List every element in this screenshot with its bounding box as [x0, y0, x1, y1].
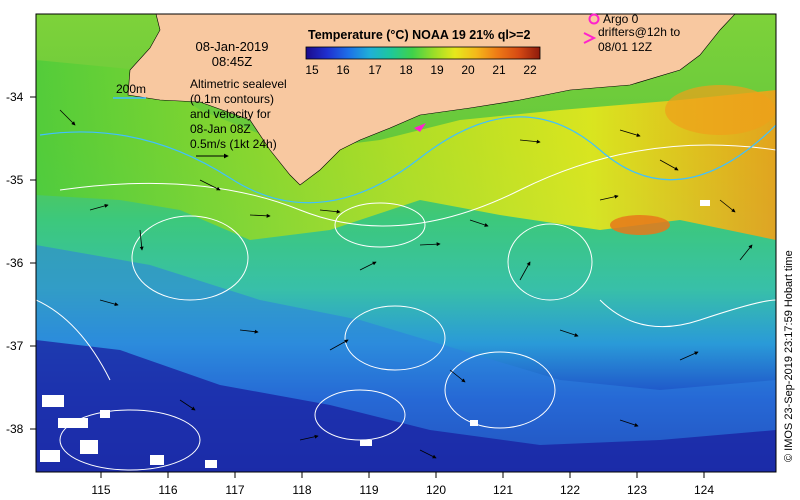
drifter-line: drifters@12h to [598, 25, 681, 39]
x-tick-label: 118 [292, 483, 311, 497]
info-line: Altimetric sealevel [190, 77, 287, 91]
drifter-marker [414, 123, 426, 132]
info-line: (0.1m contours) [190, 92, 274, 106]
y-tick-label: -36 [6, 256, 24, 270]
info-line: 0.5m/s (1kt 24h) [190, 137, 277, 151]
x-tick-label: 121 [493, 483, 513, 497]
colorbar-tick: 22 [523, 63, 537, 77]
drifter-line: 08/01 12Z [598, 40, 652, 54]
colorbar-tick: 15 [305, 63, 319, 77]
x-tick-label: 124 [694, 483, 714, 497]
colorbar-tick: 18 [399, 63, 413, 77]
y-tick-label: -35 [6, 173, 24, 187]
colorbar-title: Temperature (°C) NOAA 19 21% ql>=2 [308, 28, 530, 42]
y-tick-label: -37 [6, 339, 24, 353]
warm-shelf-band [36, 60, 776, 240]
x-axis: 115 116 117 118 119 120 121 122 123 124 [91, 472, 714, 497]
contour-200m-label: 200m [116, 82, 146, 96]
colorbar-ramp [305, 46, 541, 60]
colorbar-tick: 21 [492, 63, 506, 77]
x-tick-label: 123 [627, 483, 647, 497]
warm-eddy-east [610, 215, 670, 235]
info-line: 08-Jan 08Z [190, 122, 251, 136]
y-tick-label: -38 [6, 422, 24, 436]
velocity-arrows [59, 109, 753, 459]
x-tick-label: 122 [560, 483, 580, 497]
map-date: 08-Jan-2019 [196, 39, 269, 54]
sealevel-contours [36, 144, 776, 471]
argo-legend: Argo 0 drifters@12h to 08/01 12Z [583, 12, 681, 54]
colorbar-tick: 17 [368, 63, 382, 77]
argo-label: Argo 0 [603, 12, 639, 26]
x-tick-label: 116 [158, 483, 177, 497]
drifter-legend-icon [583, 32, 597, 44]
imos-credit: © IMOS 23-Sep-2019 23:17:59 Hobart time [783, 250, 795, 462]
map-time: 08:45Z [212, 54, 253, 69]
contour-200m [39, 116, 776, 204]
plot-frame [35, 13, 777, 473]
warm-coast-east [665, 85, 775, 135]
land-mass [110, 14, 736, 186]
legend-block: 08-Jan-2019 08:45Z 200m Altimetric seale… [113, 39, 287, 159]
cold-band [36, 340, 776, 472]
x-tick-label: 115 [91, 483, 110, 497]
x-tick-label: 119 [359, 483, 378, 497]
plot-area [36, 14, 776, 472]
y-tick-label: -34 [6, 90, 24, 104]
info-line: and velocity for [190, 107, 271, 121]
colorbar-tick: 16 [336, 63, 350, 77]
colorbar-tick: 19 [430, 63, 444, 77]
x-tick-label: 120 [426, 483, 446, 497]
x-tick-label: 117 [225, 483, 244, 497]
colorbar-tick: 20 [461, 63, 475, 77]
colorbar: Temperature (°C) NOAA 19 21% ql>=2 15 16… [305, 28, 541, 77]
argo-marker-icon [588, 13, 600, 25]
y-axis: -34 -35 -36 -37 -38 [6, 90, 36, 436]
